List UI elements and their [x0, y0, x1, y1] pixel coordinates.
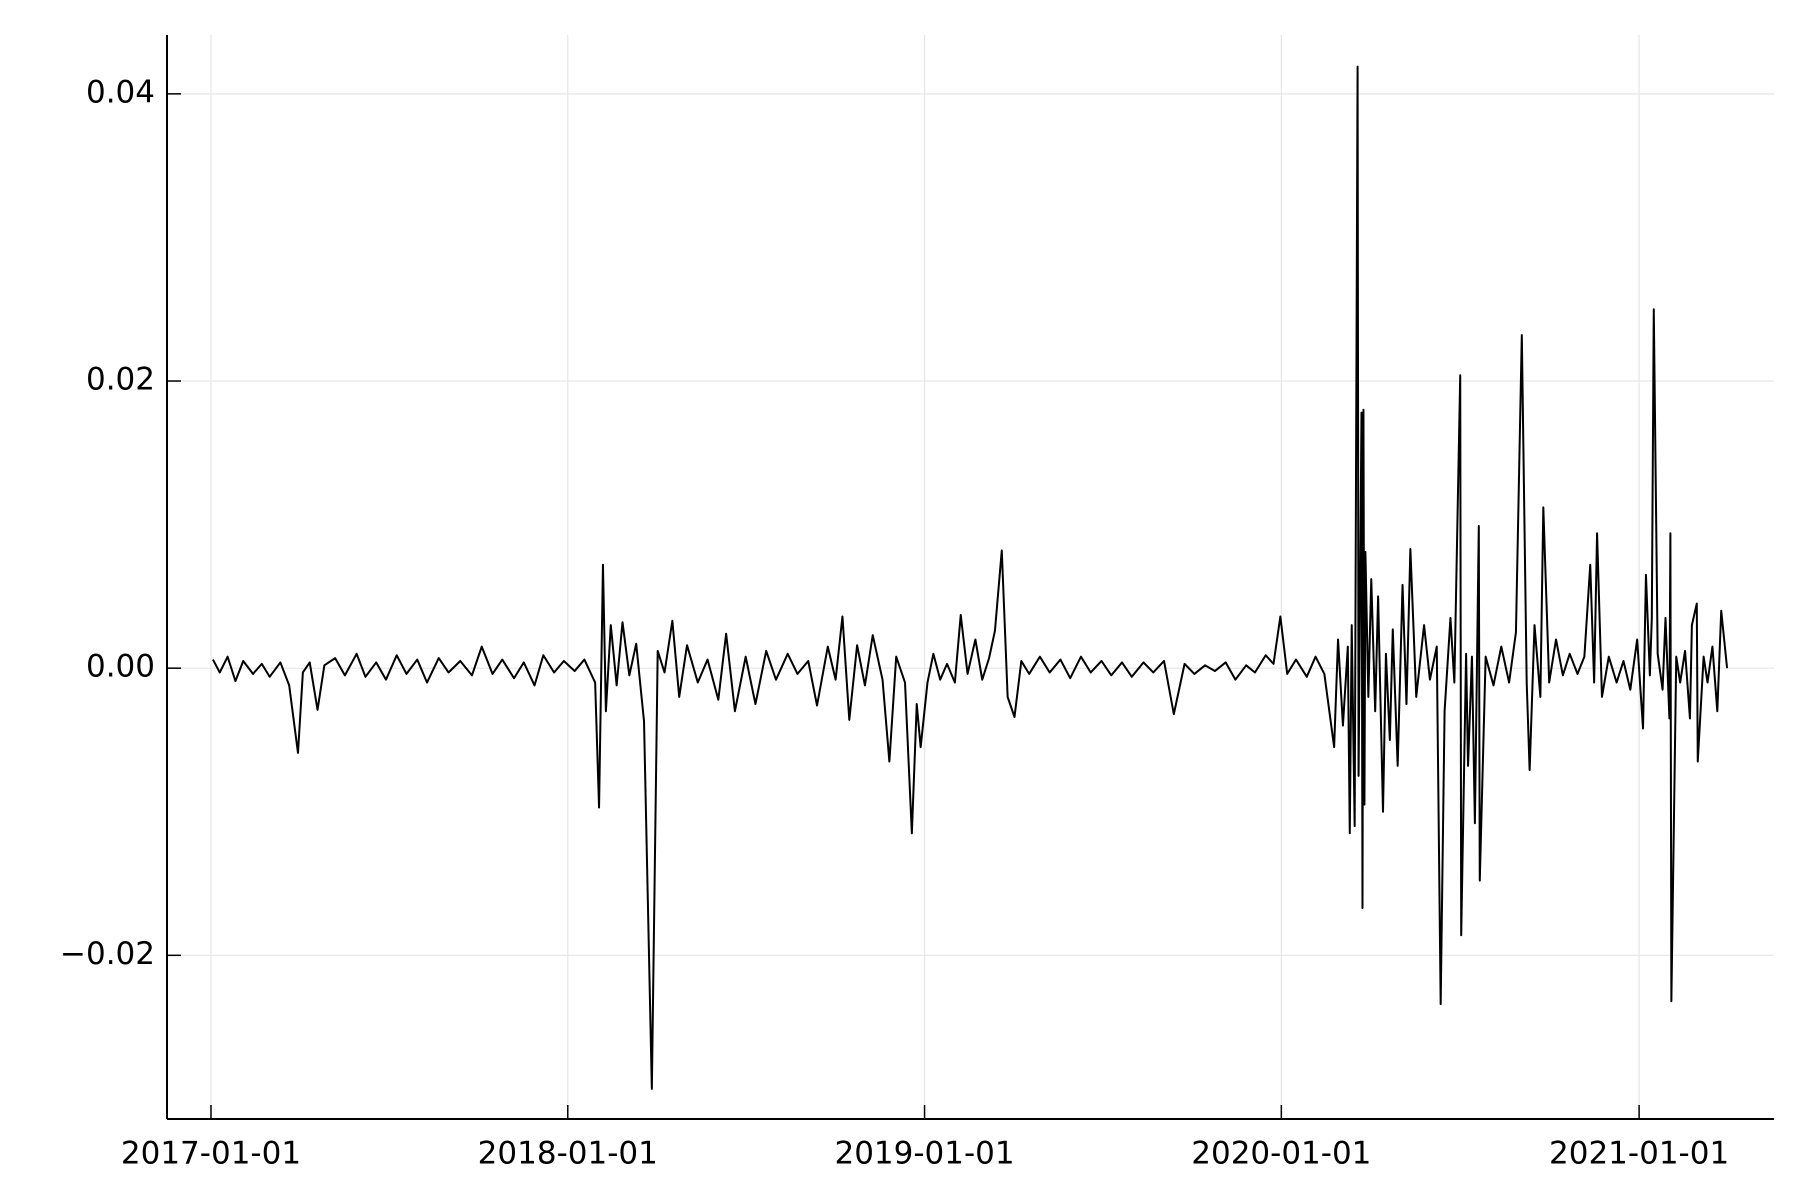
- x-tick-label: 2019-01-01: [834, 1136, 1014, 1172]
- x-tick-label: 2020-01-01: [1191, 1136, 1371, 1172]
- x-tick-label: 2018-01-01: [478, 1136, 658, 1172]
- x-tick-label: 2021-01-01: [1549, 1136, 1729, 1172]
- x-tick-label: 2017-01-01: [121, 1136, 301, 1172]
- y-tick-label: −0.02: [60, 936, 155, 972]
- data-line: [212, 65, 1729, 1090]
- y-tick-label: 0.02: [86, 362, 155, 398]
- y-tick-label: 0.00: [86, 649, 155, 685]
- y-tick-label: 0.04: [86, 74, 155, 110]
